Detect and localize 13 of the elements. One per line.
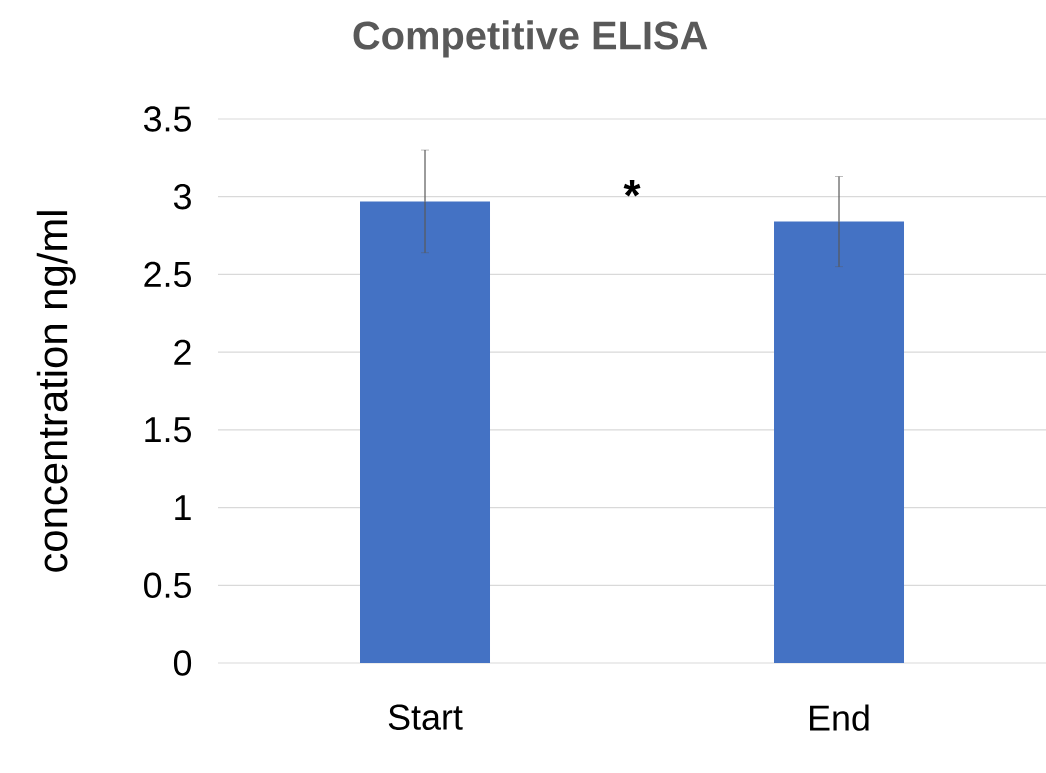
y-tick-label: 0.5 — [144, 572, 191, 598]
y-axis-title: concentration ng/ml — [36, 211, 76, 572]
y-tick-label: 1 — [175, 495, 191, 520]
y-tick-label: 3 — [173, 184, 191, 210]
y-tick-label: 2.5 — [144, 261, 191, 288]
y-tick-label: 1.5 — [145, 417, 191, 443]
y-tick-label: 3.5 — [143, 106, 191, 132]
x-tick-label: End — [810, 704, 869, 731]
y-tick-label: 2 — [174, 339, 191, 365]
chart-title: Competitive ELISA — [353, 20, 708, 58]
annotation: * — [623, 180, 641, 197]
y-tick-label: 0 — [173, 650, 192, 676]
x-tick-label: Start — [388, 704, 463, 730]
